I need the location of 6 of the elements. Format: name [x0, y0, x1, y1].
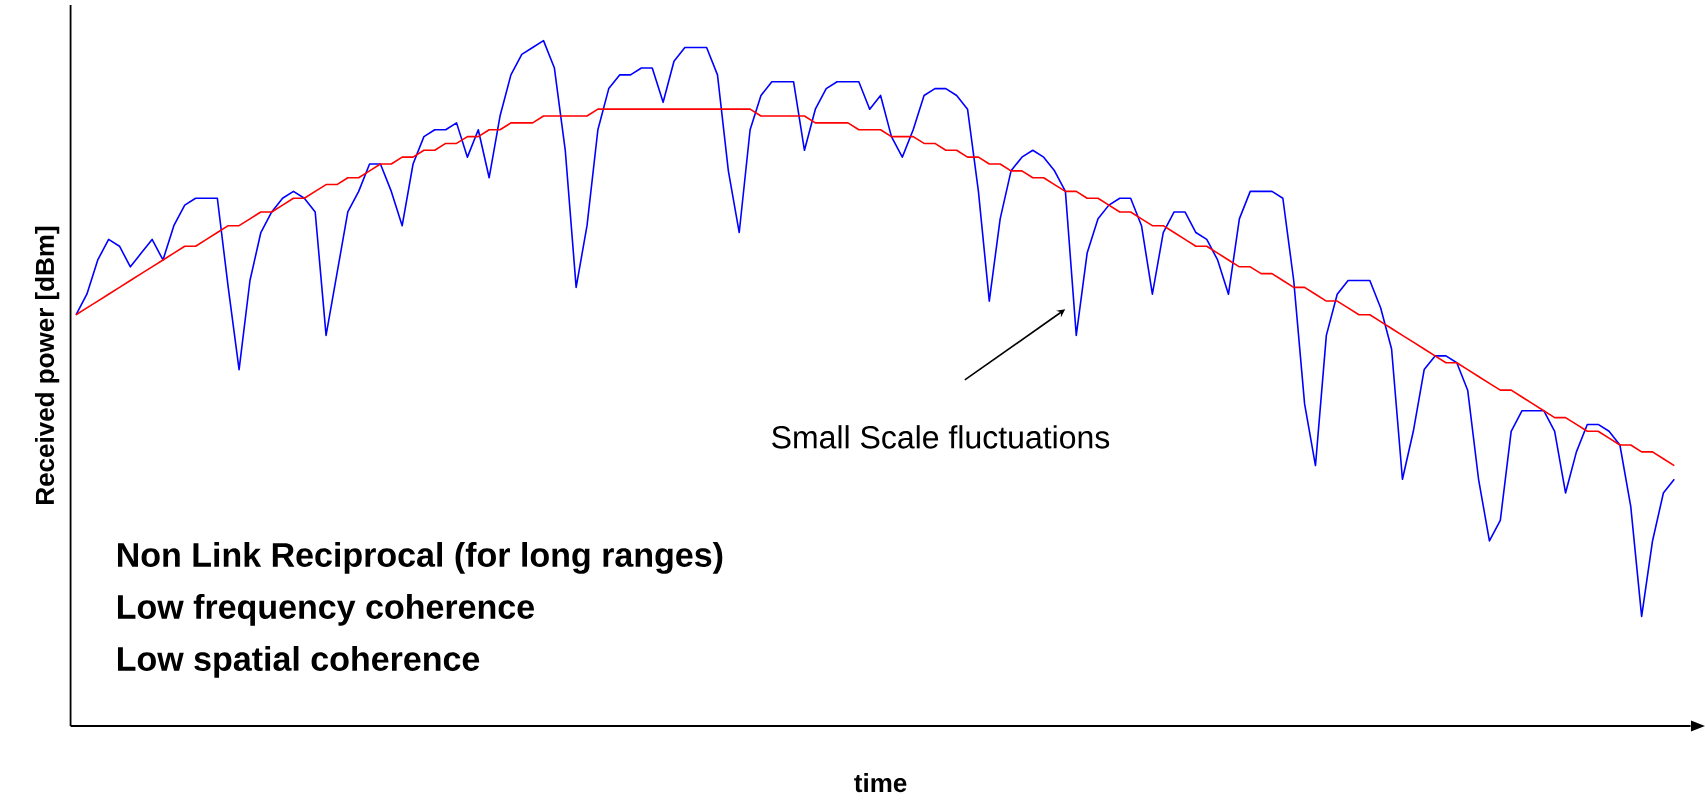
annotation: Low frequency coherence: [117, 594, 534, 626]
x-axis-title: time: [854, 773, 907, 793]
annotation: Small Scale fluctuations: [772, 425, 1110, 449]
annotation: Non Link Reciprocal (for long ranges): [117, 542, 723, 574]
annotation: Low spatial coherence: [117, 646, 480, 678]
y-axis-title: Received power [dBm]: [34, 226, 60, 504]
